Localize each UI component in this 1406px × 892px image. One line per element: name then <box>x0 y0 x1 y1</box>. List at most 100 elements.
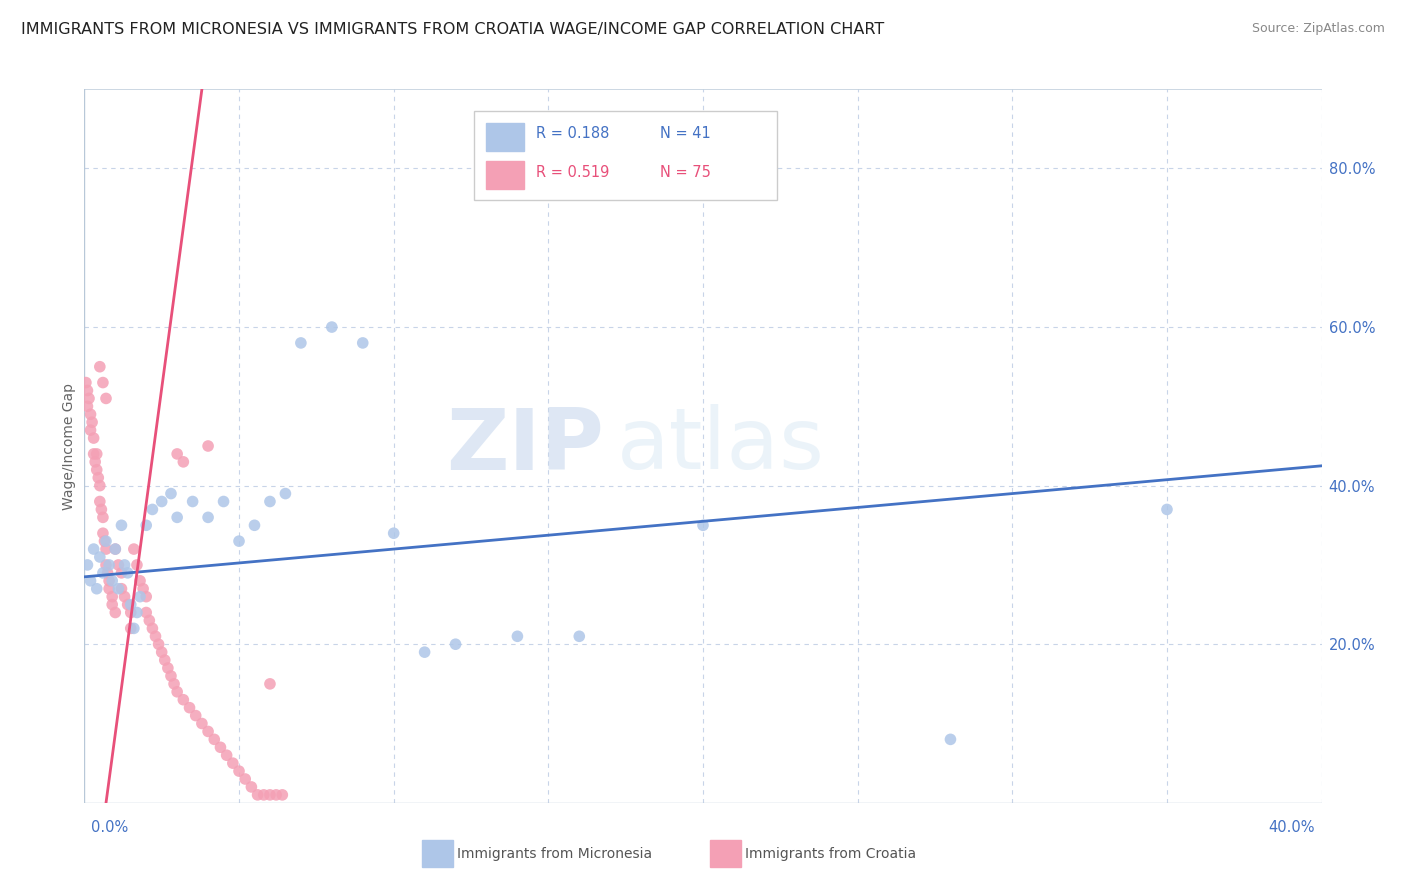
Point <box>94 558 117 572</box>
Point <box>145 629 167 643</box>
Point <box>184 708 207 723</box>
Point <box>89 478 111 492</box>
Point <box>202 732 225 747</box>
Point <box>243 518 266 533</box>
Point <box>156 661 179 675</box>
Text: ZIP: ZIP <box>446 404 605 488</box>
Point <box>91 510 114 524</box>
Point <box>141 502 163 516</box>
Point <box>94 392 117 406</box>
Point <box>114 558 136 572</box>
Point <box>172 455 194 469</box>
Point <box>181 494 204 508</box>
Point <box>98 558 121 572</box>
Point <box>212 494 235 508</box>
Point <box>98 582 121 596</box>
Point <box>94 542 117 557</box>
Point <box>506 629 529 643</box>
Point <box>148 637 170 651</box>
Point <box>76 558 98 572</box>
Point <box>91 376 114 390</box>
Point <box>233 772 256 786</box>
Point <box>79 407 101 421</box>
Point <box>271 788 294 802</box>
Point <box>382 526 405 541</box>
Point <box>90 502 112 516</box>
Point <box>91 526 114 541</box>
Point <box>215 748 238 763</box>
Point <box>132 582 155 596</box>
Point <box>222 756 245 771</box>
Point <box>264 788 287 802</box>
Point <box>76 384 98 398</box>
Point <box>97 566 120 580</box>
Point <box>125 558 148 572</box>
Point <box>129 590 152 604</box>
Text: N = 75: N = 75 <box>659 165 710 180</box>
Point <box>1156 502 1178 516</box>
Point <box>352 335 374 350</box>
Point <box>120 621 142 635</box>
Text: 0.0%: 0.0% <box>91 821 128 835</box>
Point <box>259 788 281 802</box>
Point <box>240 780 263 794</box>
Point <box>110 566 132 580</box>
Text: Immigrants from Croatia: Immigrants from Croatia <box>745 847 917 861</box>
FancyBboxPatch shape <box>486 161 523 189</box>
Point <box>197 510 219 524</box>
Point <box>117 598 139 612</box>
Point <box>160 669 183 683</box>
Point <box>141 621 163 635</box>
Text: R = 0.188: R = 0.188 <box>536 126 609 141</box>
FancyBboxPatch shape <box>474 111 778 200</box>
Text: R = 0.519: R = 0.519 <box>536 165 609 180</box>
Point <box>101 598 124 612</box>
Point <box>321 320 343 334</box>
Point <box>76 400 98 414</box>
Point <box>79 574 101 588</box>
Point <box>179 700 201 714</box>
Point <box>568 629 591 643</box>
Text: 40.0%: 40.0% <box>1268 821 1315 835</box>
Point <box>259 677 281 691</box>
Text: Immigrants from Micronesia: Immigrants from Micronesia <box>457 847 652 861</box>
Point <box>166 510 188 524</box>
Point <box>89 359 111 374</box>
Text: Source: ZipAtlas.com: Source: ZipAtlas.com <box>1251 22 1385 36</box>
Point <box>120 598 142 612</box>
Point <box>110 518 132 533</box>
Point <box>84 455 107 469</box>
Point <box>135 518 157 533</box>
Point <box>107 582 129 596</box>
Point <box>939 732 962 747</box>
Point <box>259 494 281 508</box>
Point <box>172 692 194 706</box>
FancyBboxPatch shape <box>486 123 523 152</box>
Point <box>87 471 110 485</box>
Point <box>89 494 111 508</box>
Point <box>197 439 219 453</box>
Point <box>79 423 101 437</box>
Point <box>166 685 188 699</box>
Point <box>125 606 148 620</box>
Text: atlas: atlas <box>616 404 824 488</box>
Text: IMMIGRANTS FROM MICRONESIA VS IMMIGRANTS FROM CROATIA WAGE/INCOME GAP CORRELATIO: IMMIGRANTS FROM MICRONESIA VS IMMIGRANTS… <box>21 22 884 37</box>
Point <box>114 590 136 604</box>
Point <box>253 788 276 802</box>
Point <box>104 606 127 620</box>
Point <box>246 788 269 802</box>
Point <box>77 392 100 406</box>
Point <box>82 415 104 429</box>
Y-axis label: Wage/Income Gap: Wage/Income Gap <box>62 383 76 509</box>
Point <box>135 606 157 620</box>
Point <box>98 574 121 588</box>
Point <box>83 542 105 557</box>
Point <box>101 590 124 604</box>
Point <box>86 447 108 461</box>
Point <box>274 486 297 500</box>
Point <box>93 534 115 549</box>
Point <box>75 376 97 390</box>
Point <box>138 614 160 628</box>
Point <box>209 740 232 755</box>
Point <box>107 558 129 572</box>
